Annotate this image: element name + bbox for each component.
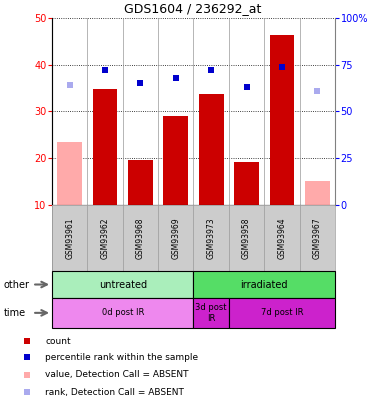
Bar [193,298,229,328]
Bar [57,142,82,205]
Text: 3d post
IR: 3d post IR [196,303,227,322]
Bar [52,271,193,298]
Text: rank, Detection Call = ABSENT: rank, Detection Call = ABSENT [45,388,184,397]
Bar [163,116,188,205]
Text: GSM93968: GSM93968 [136,217,145,259]
Bar [234,162,259,205]
Text: percentile rank within the sample: percentile rank within the sample [45,353,199,362]
Bar [270,34,294,205]
Text: GSM93973: GSM93973 [207,217,216,259]
Bar [193,271,335,298]
Bar [93,89,117,205]
Text: GSM93967: GSM93967 [313,217,322,259]
Bar [128,160,153,205]
Text: time: time [4,308,26,318]
Text: GSM93961: GSM93961 [65,217,74,259]
Text: irradiated: irradiated [241,279,288,290]
Text: 7d post IR: 7d post IR [261,308,303,318]
Text: value, Detection Call = ABSENT: value, Detection Call = ABSENT [45,370,189,379]
Text: GSM93964: GSM93964 [277,217,286,259]
Text: untreated: untreated [99,279,147,290]
Text: GSM93962: GSM93962 [100,217,110,259]
Text: GSM93958: GSM93958 [242,217,251,259]
Bar [229,298,335,328]
Bar [199,94,224,205]
Text: 0d post IR: 0d post IR [102,308,144,318]
Bar [305,181,330,205]
Bar [52,298,193,328]
Text: other: other [4,279,30,290]
Text: GSM93969: GSM93969 [171,217,180,259]
Text: count: count [45,337,71,346]
Text: GDS1604 / 236292_at: GDS1604 / 236292_at [124,2,261,15]
